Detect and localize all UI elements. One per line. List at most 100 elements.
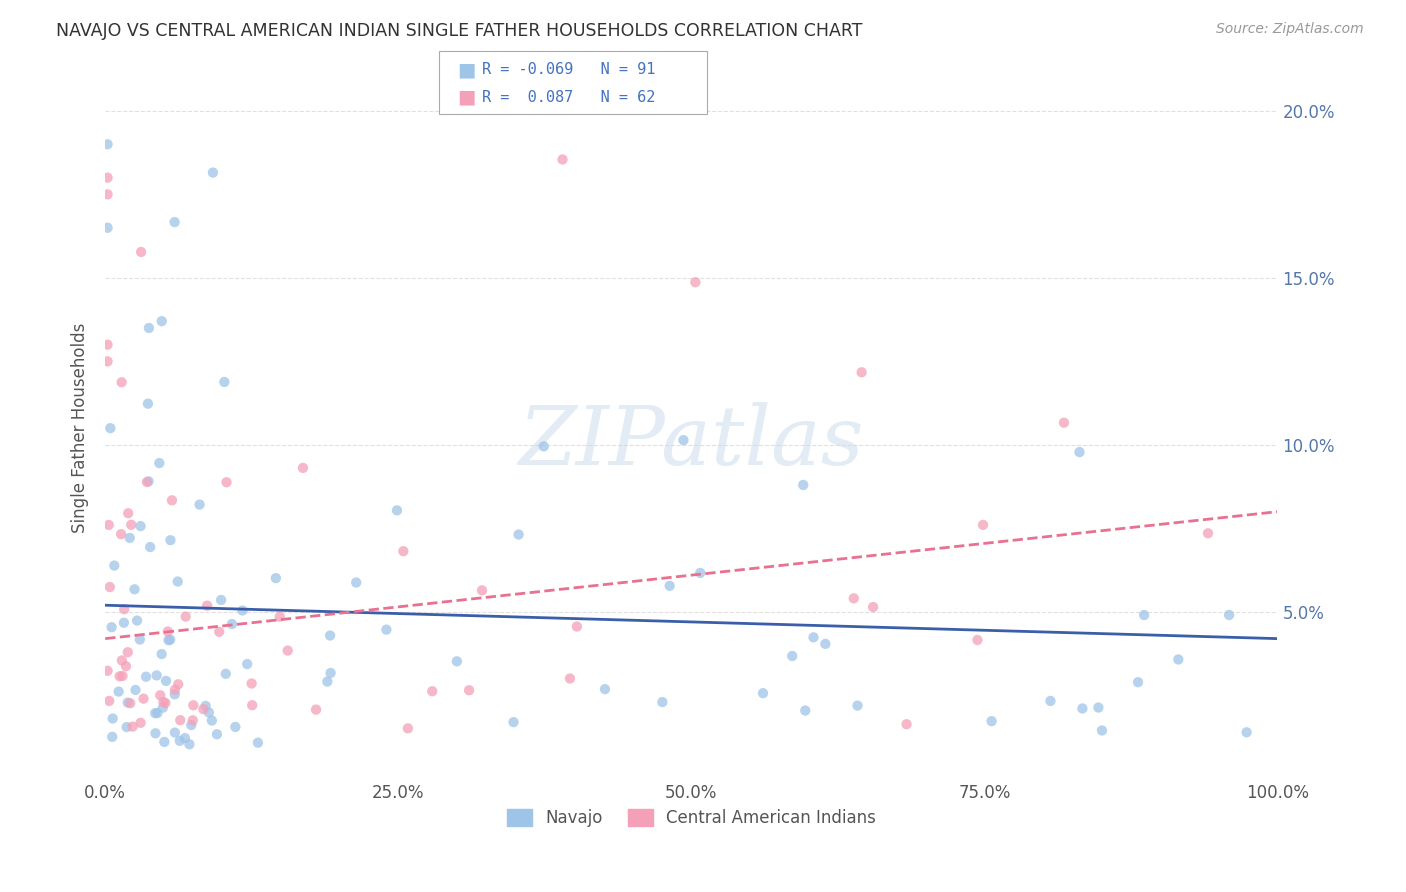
Point [851, 365, 873, 379]
Point [198, 706, 221, 720]
Point [269, 609, 291, 624]
Point [112, 615, 135, 630]
Point [96, 354, 118, 368]
Text: ■: ■ [457, 87, 475, 106]
Point [98, 694, 121, 708]
Point [471, 583, 494, 598]
Point [420, 684, 443, 698]
Point [685, 275, 707, 289]
Point [149, 688, 172, 702]
Point [780, 648, 803, 663]
Text: ZIPatlas: ZIPatlas [519, 402, 865, 483]
Point [129, 519, 152, 533]
Point [155, 673, 177, 688]
Point [344, 575, 367, 590]
Point [163, 725, 186, 739]
Point [174, 731, 197, 745]
Point [139, 540, 162, 554]
Point [153, 735, 176, 749]
Point [100, 620, 122, 634]
Point [108, 669, 131, 683]
Point [115, 720, 138, 734]
Point [1053, 416, 1076, 430]
Text: ■: ■ [457, 61, 475, 79]
Point [846, 698, 869, 713]
Legend: Navajo, Central American Indians: Navajo, Central American Indians [501, 802, 883, 834]
Point [972, 517, 994, 532]
Point [188, 498, 211, 512]
Point [1071, 701, 1094, 715]
Point [193, 702, 215, 716]
Point [138, 321, 160, 335]
Point [208, 624, 231, 639]
Point [215, 666, 238, 681]
Point [396, 722, 419, 736]
Point [672, 433, 695, 447]
Point [194, 698, 217, 713]
Point [136, 475, 159, 489]
Point [124, 582, 146, 597]
Point [111, 669, 134, 683]
Point [181, 714, 204, 728]
Point [163, 687, 186, 701]
Point [1133, 608, 1156, 623]
Point [224, 720, 246, 734]
Point [752, 686, 775, 700]
Point [96, 187, 118, 202]
Point [246, 736, 269, 750]
Point [159, 533, 181, 548]
Point [794, 704, 817, 718]
Point [136, 397, 159, 411]
Point [107, 684, 129, 698]
Point [150, 314, 173, 328]
Point [291, 461, 314, 475]
Point [1197, 526, 1219, 541]
Point [120, 517, 142, 532]
Point [167, 677, 190, 691]
Point [385, 503, 408, 517]
Point [862, 600, 884, 615]
Point [1091, 723, 1114, 738]
Text: R =  0.087   N = 62: R = 0.087 N = 62 [482, 89, 655, 104]
Point [129, 244, 152, 259]
Point [146, 706, 169, 720]
Point [651, 695, 673, 709]
Point [160, 493, 183, 508]
Point [96, 664, 118, 678]
Point [1167, 652, 1189, 666]
Point [145, 726, 167, 740]
Point [128, 632, 150, 647]
Point [138, 475, 160, 489]
Point [101, 730, 124, 744]
Point [117, 696, 139, 710]
Point [231, 603, 253, 617]
Point [593, 682, 616, 697]
Point [1126, 675, 1149, 690]
Point [533, 439, 555, 453]
Point [209, 593, 232, 607]
Point [132, 691, 155, 706]
Point [689, 566, 711, 580]
Point [118, 531, 141, 545]
Point [458, 683, 481, 698]
Point [392, 544, 415, 558]
Point [215, 475, 238, 490]
Point [183, 698, 205, 713]
Point [115, 659, 138, 673]
Point [135, 670, 157, 684]
Point [1236, 725, 1258, 739]
Point [156, 624, 179, 639]
Point [98, 580, 121, 594]
Point [103, 558, 125, 573]
Point [150, 647, 173, 661]
Point [842, 591, 865, 606]
Text: NAVAJO VS CENTRAL AMERICAN INDIAN SINGLE FATHER HOUSEHOLDS CORRELATION CHART: NAVAJO VS CENTRAL AMERICAN INDIAN SINGLE… [56, 22, 863, 40]
Point [240, 698, 263, 713]
Point [551, 153, 574, 167]
Point [124, 682, 146, 697]
Point [112, 602, 135, 616]
Point [240, 676, 263, 690]
Point [121, 720, 143, 734]
Point [111, 376, 134, 390]
Point [1039, 694, 1062, 708]
